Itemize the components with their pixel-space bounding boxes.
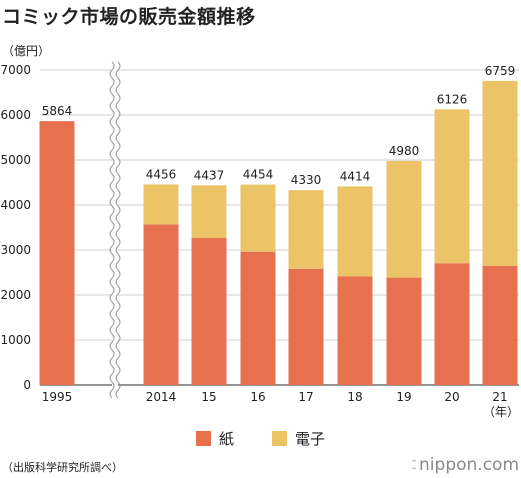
bar-digital: [240, 184, 276, 252]
total-label: 4330: [291, 173, 322, 187]
bar-paper: [386, 277, 422, 385]
total-label: 4454: [243, 168, 274, 182]
bar-digital: [482, 80, 518, 266]
axis-break-line: [109, 61, 115, 399]
axis-break: [109, 61, 121, 399]
legend-swatch-paper: [195, 431, 211, 446]
bar-paper: [39, 121, 75, 386]
dots-icon: ⁚⁚: [411, 458, 416, 472]
total-label: 4414: [340, 169, 371, 183]
y-tick-labels: 0 1000 2000 3000 4000 5000 6000 7000: [0, 63, 31, 392]
y-tick-label: 3000: [0, 243, 31, 257]
x-tick-label: 16: [250, 390, 265, 404]
y-tick-label: 2000: [0, 288, 31, 302]
x-tick-label: 18: [347, 390, 362, 404]
total-label: 4437: [194, 168, 225, 182]
y-tick-label: 1000: [0, 333, 31, 347]
y-tick-label: 4000: [0, 198, 31, 212]
legend-item-digital: 電子: [272, 428, 325, 449]
x-tick-label: 2014: [146, 390, 177, 404]
total-label: 4456: [146, 167, 177, 181]
bar-paper: [143, 224, 179, 385]
brand-logo: ⁚⁚ nippon.com: [411, 455, 519, 475]
y-axis-unit: （億円）: [2, 44, 51, 58]
x-axis-unit: （年）: [483, 405, 519, 419]
x-tick-label: 19: [396, 390, 411, 404]
stacked-bar-chart: 0 1000 2000 3000 4000 5000 6000 7000 5864 4456 44…: [0, 61, 519, 419]
x-tick-label: 15: [201, 390, 216, 404]
legend-item-paper: 紙: [195, 428, 234, 449]
y-tick-label: 6000: [0, 108, 31, 122]
x-tick-label: 20: [444, 390, 459, 404]
total-label: 4980: [389, 144, 420, 158]
bar-digital: [143, 184, 179, 225]
chart-title: コミック市場の販売金額推移: [2, 6, 256, 28]
legend: 紙 電子: [0, 428, 521, 449]
total-label: 6759: [485, 64, 516, 78]
total-label: 6126: [437, 92, 468, 106]
total-labels: 5864 4456 4437 4454 4330 4414 4980 6126 6759: [42, 64, 516, 187]
y-tick-label: 7000: [0, 63, 31, 77]
y-tick-label: 5000: [0, 153, 31, 167]
bar-paper: [240, 251, 276, 385]
legend-label-digital: 電子: [295, 430, 326, 448]
bar-digital: [386, 160, 422, 278]
bar-paper: [482, 265, 518, 385]
bar-paper: [337, 276, 373, 385]
x-tick-label: 21: [492, 390, 507, 404]
bar-digital: [337, 186, 373, 277]
bar-digital: [434, 109, 470, 264]
y-tick-label: 0: [23, 378, 31, 392]
x-tick-label: 17: [298, 390, 313, 404]
bar-digital: [288, 190, 324, 269]
bar-paper: [191, 238, 227, 385]
x-tick-label: 1995: [42, 390, 73, 404]
brand-label: nippon.com: [419, 455, 519, 475]
axis-break-line: [115, 61, 121, 399]
legend-swatch-digital: [272, 431, 287, 446]
total-label: 5864: [42, 104, 73, 118]
x-tick-labels: 1995 2014 15 16 17 18 19 20 21（年）: [42, 390, 519, 419]
source-note: （出版科学研究所調べ）: [2, 461, 123, 474]
legend-label-paper: 紙: [218, 430, 234, 448]
bar-paper: [434, 263, 470, 385]
bars: [39, 80, 518, 386]
bar-digital: [191, 185, 227, 239]
bar-paper: [288, 268, 324, 385]
